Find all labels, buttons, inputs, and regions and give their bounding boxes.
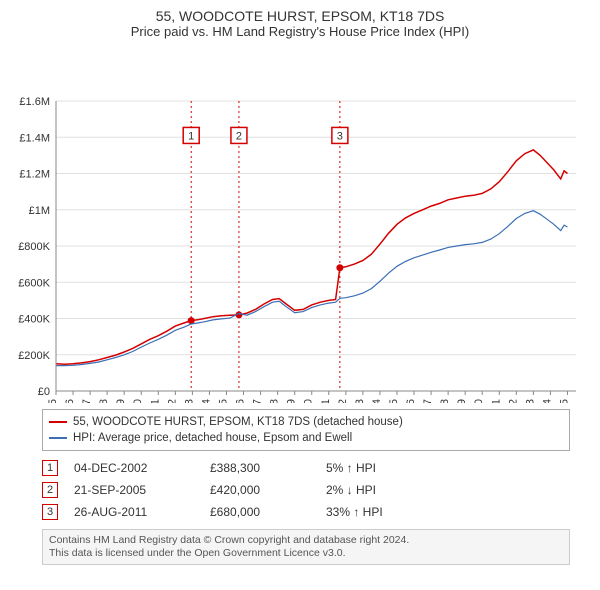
svg-text:2014: 2014 — [371, 399, 383, 403]
svg-text:£1.4M: £1.4M — [19, 132, 50, 144]
page-title: 55, WOODCOTE HURST, EPSOM, KT18 7DS — [0, 0, 600, 24]
svg-text:2007: 2007 — [252, 399, 264, 403]
legend-swatch — [49, 421, 67, 423]
transaction-delta: 5% ↑ HPI — [326, 461, 446, 475]
svg-text:2003: 2003 — [183, 399, 195, 403]
svg-text:2016: 2016 — [405, 399, 417, 403]
licence-box: Contains HM Land Registry data © Crown c… — [42, 529, 570, 565]
svg-text:1999: 1999 — [115, 399, 127, 403]
transaction-marker: 1 — [42, 460, 58, 476]
svg-text:2019: 2019 — [456, 399, 468, 403]
svg-text:2000: 2000 — [132, 399, 144, 403]
page-subtitle: Price paid vs. HM Land Registry's House … — [0, 24, 600, 43]
transaction-date: 26-AUG-2011 — [74, 505, 194, 519]
svg-text:2015: 2015 — [388, 399, 400, 403]
svg-text:2010: 2010 — [303, 399, 315, 403]
transaction-row: 2 21-SEP-2005 £420,000 2% ↓ HPI — [42, 479, 570, 501]
transaction-price: £420,000 — [210, 483, 310, 497]
svg-text:£1.6M: £1.6M — [19, 96, 50, 108]
legend-label: HPI: Average price, detached house, Epso… — [73, 432, 352, 444]
transaction-date: 21-SEP-2005 — [74, 483, 194, 497]
svg-text:2001: 2001 — [149, 399, 161, 403]
transaction-marker: 2 — [42, 482, 58, 498]
svg-text:2022: 2022 — [507, 399, 519, 403]
transaction-price: £388,300 — [210, 461, 310, 475]
svg-text:1995: 1995 — [47, 399, 59, 403]
svg-text:2004: 2004 — [200, 399, 212, 403]
transactions-table: 1 04-DEC-2002 £388,300 5% ↑ HPI 2 21-SEP… — [42, 457, 570, 523]
transaction-row: 3 26-AUG-2011 £680,000 33% ↑ HPI — [42, 501, 570, 523]
transaction-price: £680,000 — [210, 505, 310, 519]
svg-text:2024: 2024 — [541, 399, 553, 403]
transaction-marker-num: 2 — [47, 484, 53, 496]
svg-text:2013: 2013 — [354, 399, 366, 403]
svg-text:2: 2 — [236, 130, 242, 142]
chart-svg: £0 £200K £400K £600K £800K £1M £1.2M £1.4M £1.6M… — [0, 43, 600, 403]
legend-swatch — [49, 437, 67, 439]
price-chart: £0 £200K £400K £600K £800K £1M £1.2M £1.4M £1.6M… — [0, 43, 600, 403]
transaction-delta: 2% ↓ HPI — [326, 483, 446, 497]
legend: 55, WOODCOTE HURST, EPSOM, KT18 7DS (det… — [42, 409, 570, 451]
svg-text:2017: 2017 — [422, 399, 434, 403]
svg-text:2018: 2018 — [439, 399, 451, 403]
legend-item-property: 55, WOODCOTE HURST, EPSOM, KT18 7DS (det… — [49, 414, 563, 430]
svg-text:£1.2M: £1.2M — [19, 169, 50, 181]
svg-text:£800K: £800K — [18, 241, 50, 253]
transaction-marker: 3 — [42, 504, 58, 520]
svg-text:2021: 2021 — [490, 399, 502, 403]
svg-text:2011: 2011 — [320, 399, 332, 403]
svg-text:2006: 2006 — [235, 399, 247, 403]
svg-text:2020: 2020 — [473, 399, 485, 403]
transaction-marker-num: 3 — [47, 506, 53, 518]
svg-text:£0: £0 — [38, 386, 50, 398]
svg-text:£1M: £1M — [29, 205, 50, 217]
svg-text:2025: 2025 — [558, 399, 570, 403]
transaction-marker-num: 1 — [47, 462, 53, 474]
legend-label: 55, WOODCOTE HURST, EPSOM, KT18 7DS (det… — [73, 416, 403, 428]
svg-text:1996: 1996 — [64, 399, 76, 403]
svg-text:1: 1 — [188, 130, 194, 142]
svg-text:2023: 2023 — [524, 399, 536, 403]
licence-line: This data is licensed under the Open Gov… — [49, 547, 563, 560]
svg-text:2005: 2005 — [217, 399, 229, 403]
svg-text:£200K: £200K — [18, 350, 50, 362]
svg-text:£600K: £600K — [18, 277, 50, 289]
svg-text:3: 3 — [337, 130, 343, 142]
licence-line: Contains HM Land Registry data © Crown c… — [49, 534, 563, 547]
transaction-delta: 33% ↑ HPI — [326, 505, 446, 519]
svg-text:2008: 2008 — [269, 399, 281, 403]
transaction-row: 1 04-DEC-2002 £388,300 5% ↑ HPI — [42, 457, 570, 479]
svg-text:1997: 1997 — [81, 399, 93, 403]
svg-text:1998: 1998 — [98, 399, 110, 403]
transaction-date: 04-DEC-2002 — [74, 461, 194, 475]
svg-text:2002: 2002 — [166, 399, 178, 403]
svg-text:£400K: £400K — [18, 314, 50, 326]
legend-item-hpi: HPI: Average price, detached house, Epso… — [49, 430, 563, 446]
svg-text:2012: 2012 — [337, 399, 349, 403]
svg-text:2009: 2009 — [286, 399, 298, 403]
